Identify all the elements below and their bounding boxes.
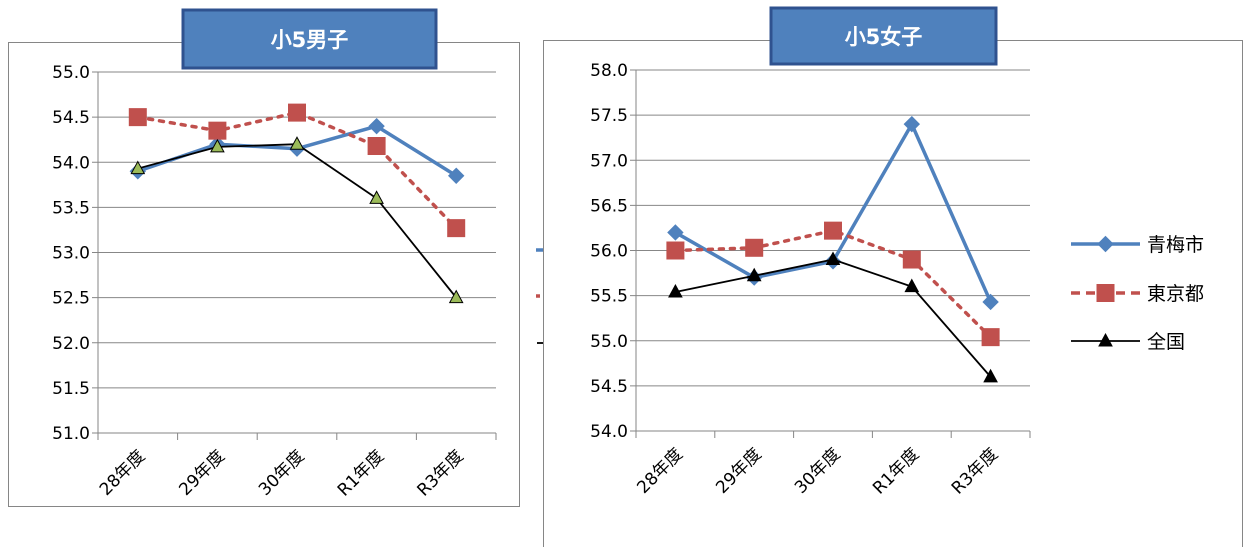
data-point-black bbox=[448, 289, 464, 304]
chart-1: 51.051.552.052.553.053.554.054.555.028年度… bbox=[8, 8, 520, 507]
y-tick-label: 53.0 bbox=[52, 244, 90, 264]
data-point-blue bbox=[368, 117, 385, 135]
y-tick-label: 54.5 bbox=[52, 108, 90, 128]
chart-title-box bbox=[181, 8, 438, 70]
y-tick-label: 56.5 bbox=[590, 196, 628, 216]
data-point-black bbox=[983, 368, 998, 383]
data-point-blue bbox=[447, 167, 465, 184]
y-tick-label: 56.0 bbox=[590, 242, 628, 262]
data-point-black bbox=[825, 251, 841, 266]
chart-title: 小5女子 bbox=[845, 25, 923, 49]
series-line-red bbox=[136, 110, 458, 230]
y-tick-label: 54.5 bbox=[590, 377, 628, 397]
data-point-blue bbox=[667, 224, 684, 241]
data-point-red bbox=[981, 328, 1000, 347]
data-point-black bbox=[369, 190, 384, 204]
legend-marker-blue bbox=[1097, 235, 1114, 253]
data-point-blue bbox=[903, 115, 921, 133]
y-tick-label: 51.5 bbox=[52, 379, 90, 399]
data-point-red bbox=[447, 219, 466, 238]
legend-label: 東京都 bbox=[1147, 283, 1204, 305]
data-point-black bbox=[210, 138, 225, 153]
legend-label: 全国 bbox=[1147, 331, 1185, 353]
y-tick-label: 52.0 bbox=[52, 334, 90, 354]
data-point-red bbox=[367, 137, 386, 156]
chart-frame bbox=[543, 40, 1243, 547]
data-point-red bbox=[824, 221, 842, 240]
chart-frame bbox=[8, 42, 520, 507]
y-tick-label: 52.5 bbox=[52, 289, 90, 309]
y-tick-label: 55.0 bbox=[52, 63, 90, 83]
y-tick-label: 58.0 bbox=[590, 61, 628, 81]
y-tick-label: 54.0 bbox=[590, 422, 628, 442]
legend-marker-red bbox=[1096, 284, 1115, 302]
y-tick-label: 57.0 bbox=[590, 151, 628, 171]
chart-title: 小5男子 bbox=[271, 28, 349, 52]
data-point-black bbox=[289, 136, 305, 150]
chart-title-box bbox=[769, 6, 998, 66]
data-point-red bbox=[128, 108, 147, 127]
data-point-red bbox=[208, 121, 227, 140]
data-point-black bbox=[130, 160, 146, 175]
data-point-black bbox=[904, 278, 920, 293]
data-point-red bbox=[288, 103, 306, 122]
data-point-black bbox=[668, 283, 683, 298]
data-point-red bbox=[745, 238, 764, 257]
legend-label: 青梅市 bbox=[1147, 234, 1204, 256]
y-tick-label: 57.5 bbox=[590, 106, 628, 126]
y-tick-label: 54.0 bbox=[52, 153, 90, 173]
chart-2: 54.054.555.055.556.056.557.057.558.028年度… bbox=[543, 6, 1243, 547]
y-tick-label: 51.0 bbox=[52, 424, 90, 444]
y-tick-label: 55.5 bbox=[590, 287, 628, 307]
data-point-blue bbox=[982, 293, 999, 311]
data-point-red bbox=[666, 241, 685, 260]
data-point-black bbox=[746, 267, 762, 282]
y-tick-label: 53.5 bbox=[52, 198, 90, 218]
legend-marker-black bbox=[1098, 332, 1113, 347]
data-point-red bbox=[902, 250, 921, 269]
y-tick-label: 55.0 bbox=[590, 332, 628, 352]
